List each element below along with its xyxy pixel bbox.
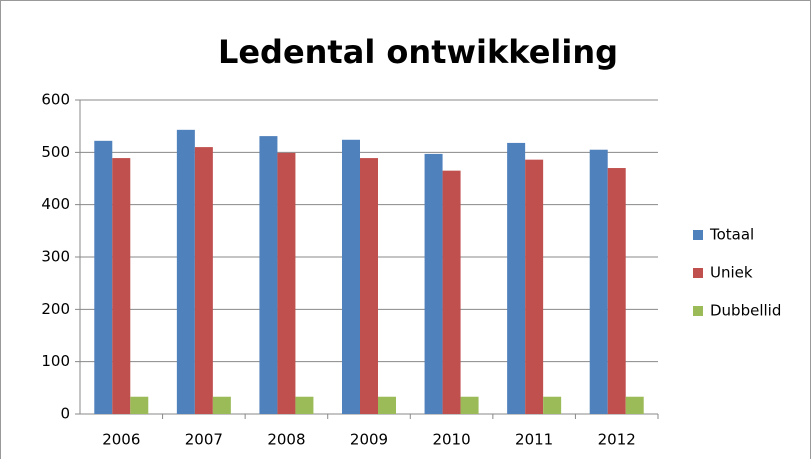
x-tick-label: 2010 — [432, 431, 470, 449]
bar — [342, 139, 360, 415]
y-tick-label: 300 — [41, 248, 70, 266]
x-tick-label: 2007 — [185, 431, 223, 449]
bar — [212, 396, 231, 414]
x-tick-label: 2009 — [350, 431, 388, 449]
x-tick-label: 2006 — [102, 431, 140, 449]
bar — [625, 396, 644, 414]
x-tick-label: 2008 — [267, 431, 305, 449]
bar — [176, 129, 195, 414]
y-tick-label: 600 — [41, 91, 70, 109]
bar — [442, 170, 461, 414]
bar — [607, 168, 626, 414]
bar — [112, 158, 131, 414]
y-tick-label: 0 — [60, 405, 70, 423]
x-tick-label: 2011 — [515, 431, 553, 449]
bar — [360, 158, 378, 414]
chart-title: Ledental ontwikkeling — [218, 33, 618, 71]
y-tick-label: 500 — [41, 143, 70, 161]
legend-swatch — [693, 306, 703, 316]
bar — [424, 153, 443, 415]
bar — [94, 140, 113, 414]
bar — [259, 136, 278, 415]
legend-swatch — [693, 268, 703, 278]
bar — [378, 396, 396, 414]
legend-label: Dubbellid — [710, 302, 781, 320]
legend-label: Uniek — [710, 264, 753, 282]
legend-swatch — [693, 230, 703, 240]
bar — [460, 396, 479, 414]
bar — [130, 396, 149, 414]
bar — [589, 149, 608, 414]
bar — [507, 142, 526, 414]
bar — [543, 396, 562, 414]
x-tick-label: 2012 — [598, 431, 636, 449]
y-tick-label: 400 — [41, 195, 70, 213]
y-tick-label: 200 — [41, 300, 70, 318]
y-tick-label: 100 — [41, 352, 70, 370]
bar — [194, 147, 213, 414]
bar — [295, 396, 314, 414]
legend-label: Totaal — [709, 226, 754, 244]
bar — [277, 152, 296, 414]
bar — [525, 159, 544, 414]
